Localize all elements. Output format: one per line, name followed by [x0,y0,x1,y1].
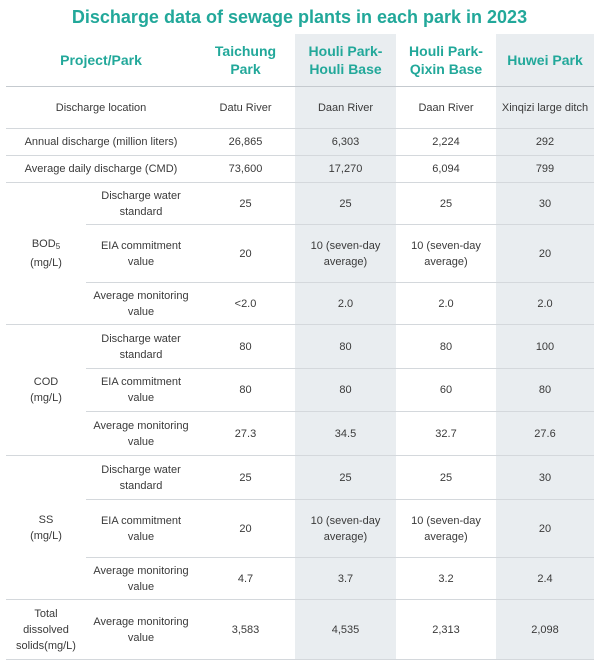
table-cell: 17,270 [295,156,396,183]
table-cell: 4.7 [196,558,295,600]
table-cell: 10 (seven-day average) [295,225,396,283]
header-huwei: Huwei Park [496,34,594,87]
table-row: Total dissolved solids(mg/L) Average mon… [6,600,594,660]
header-row: Project/Park Taichung Park Houli Park-Ho… [6,34,594,87]
row-label-daily: Average daily discharge (CMD) [6,156,196,183]
table-cell: 27.6 [496,412,594,456]
table-cell: 3,583 [196,600,295,660]
table-cell: 20 [196,225,295,283]
table-cell: Xinqizi large ditch [496,87,594,129]
sub-label-eia: EIA commitment value [86,500,196,558]
table-cell: Daan River [295,87,396,129]
header-houli-base: Houli Park-Houli Base [295,34,396,87]
table-cell: 2.0 [396,283,496,325]
table-cell: 799 [496,156,594,183]
table-cell: 80 [196,325,295,369]
table-cell: 4,535 [295,600,396,660]
table-row: Discharge location Datu River Daan River… [6,87,594,129]
table-cell: 80 [295,369,396,412]
page-title: Discharge data of sewage plants in each … [0,0,599,34]
table-cell: 27.3 [196,412,295,456]
table-cell: 2.0 [496,283,594,325]
table-cell: 100 [496,325,594,369]
table-cell: 6,303 [295,129,396,156]
table-cell: 20 [196,500,295,558]
table-cell: 2.4 [496,558,594,600]
table-row: EIA commitment value 20 10 (seven-day av… [6,500,594,558]
table-cell: 3.2 [396,558,496,600]
table-row: EIA commitment value 80 80 60 80 [6,369,594,412]
header-taichung: Taichung Park [196,34,295,87]
sub-label-standard: Discharge water standard [86,325,196,369]
table-cell: 80 [496,369,594,412]
table-cell: 32.7 [396,412,496,456]
table-cell: 60 [396,369,496,412]
sub-label-monitor: Average monitoring value [86,558,196,600]
table-row: SS (mg/L) Discharge water standard 25 25 … [6,456,594,500]
sub-label-monitor: Average monitoring value [86,412,196,456]
sub-label-monitor: Average monitoring value [86,283,196,325]
table-row: COD (mg/L) Discharge water standard 80 80… [6,325,594,369]
table-cell: 80 [295,325,396,369]
table-row: EIA commitment value 20 10 (seven-day av… [6,225,594,283]
table-row: Average monitoring value 4.7 3.7 3.2 2.4 [6,558,594,600]
table-cell: 25 [196,456,295,500]
sub-label-standard: Discharge water standard [86,183,196,225]
table-cell: 80 [196,369,295,412]
table-cell: 2.0 [295,283,396,325]
table-cell: 2,098 [496,600,594,660]
table-cell: 10 (seven-day average) [295,500,396,558]
table-cell: Datu River [196,87,295,129]
row-label-annual: Annual discharge (million liters) [6,129,196,156]
table-cell: 10 (seven-day average) [396,225,496,283]
table-cell: 292 [496,129,594,156]
sub-label-monitor: Average monitoring value [86,600,196,660]
table-cell: 25 [196,183,295,225]
table-cell: 2,224 [396,129,496,156]
table-cell: 80 [396,325,496,369]
header-qixin-base: Houli Park-Qixin Base [396,34,496,87]
table-row: BOD5 (mg/L) Discharge water standard 25 2… [6,183,594,225]
table-cell: 25 [396,456,496,500]
table-cell: 25 [295,183,396,225]
table-cell: 25 [295,456,396,500]
table-row: Average monitoring value 27.3 34.5 32.7 … [6,412,594,456]
discharge-table: Project/Park Taichung Park Houli Park-Ho… [6,34,594,660]
table-cell: 25 [396,183,496,225]
header-project: Project/Park [6,34,196,87]
table-cell: 30 [496,183,594,225]
sub-label-eia: EIA commitment value [86,225,196,283]
table-row: Average monitoring value <2.0 2.0 2.0 2.… [6,283,594,325]
table-row: Annual discharge (million liters) 26,865… [6,129,594,156]
table-cell: Daan River [396,87,496,129]
group-label-ss: SS (mg/L) [6,456,86,600]
table-cell: 30 [496,456,594,500]
table-cell: 6,094 [396,156,496,183]
sub-label-standard: Discharge water standard [86,456,196,500]
table-row: Average daily discharge (CMD) 73,600 17,… [6,156,594,183]
table-cell: 26,865 [196,129,295,156]
sub-label-eia: EIA commitment value [86,369,196,412]
table-cell: <2.0 [196,283,295,325]
group-label-bod: BOD5 (mg/L) [6,183,86,325]
group-label-cod: COD (mg/L) [6,325,86,456]
table-cell: 2,313 [396,600,496,660]
table-cell: 73,600 [196,156,295,183]
table-cell: 34.5 [295,412,396,456]
table-cell: 10 (seven-day average) [396,500,496,558]
row-label-location: Discharge location [6,87,196,129]
group-label-tds: Total dissolved solids(mg/L) [6,600,86,660]
table-cell: 20 [496,500,594,558]
table-cell: 20 [496,225,594,283]
table-cell: 3.7 [295,558,396,600]
